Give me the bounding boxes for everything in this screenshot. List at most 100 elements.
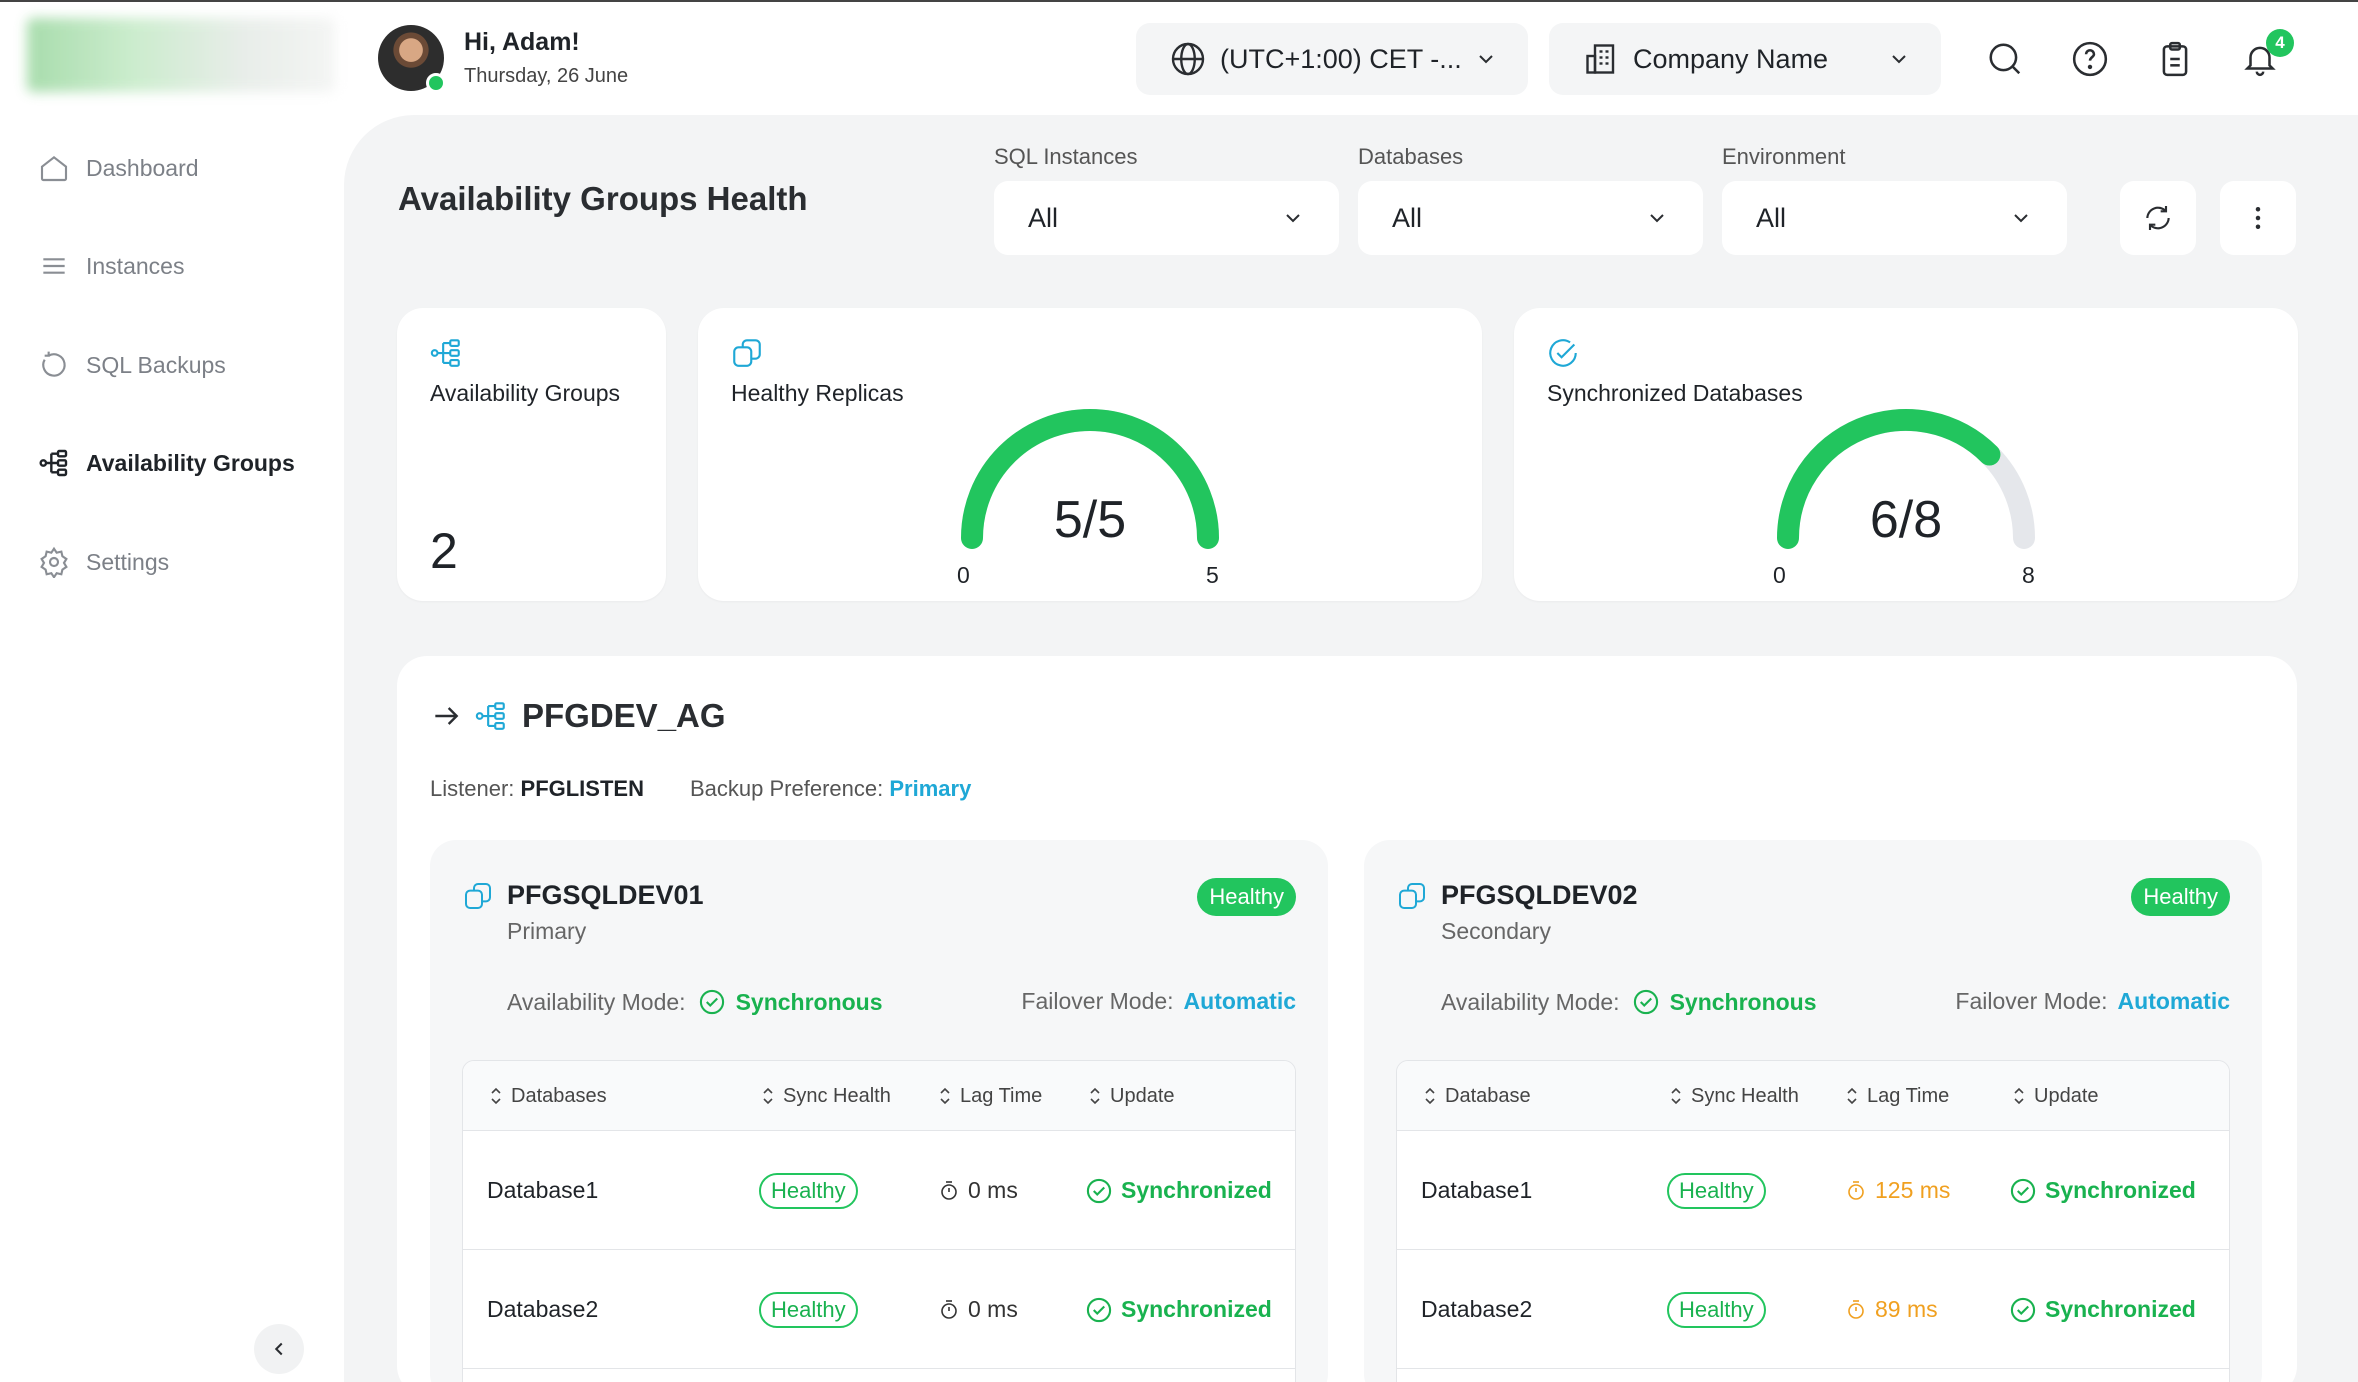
globe-icon — [1170, 41, 1206, 77]
timezone-value: (UTC+1:00) CET -... — [1220, 43, 1462, 74]
check-circle-icon — [1632, 988, 1660, 1016]
lag-time: 0 ms — [938, 1250, 1018, 1369]
column-header-database[interactable]: Database — [1423, 1061, 1531, 1131]
failover-mode-value: Automatic — [1183, 988, 1296, 1014]
column-header-sync-health[interactable]: Sync Health — [1669, 1061, 1799, 1131]
bell-icon[interactable] — [2241, 40, 2279, 78]
availability-mode-label: Availability Mode: — [507, 988, 686, 1015]
refresh-icon — [2142, 202, 2174, 234]
top-header: Hi, Adam! Thursday, 26 June (UTC+1:00) C… — [0, 2, 2358, 115]
table-row[interactable]: Database2 Healthy 89 ms Synchronized — [1397, 1250, 2229, 1369]
availability-mode-value: Synchronous — [735, 988, 883, 1015]
sidebar — [0, 115, 344, 1382]
page-title: Availability Groups Health — [398, 180, 808, 217]
database-name: Database2 — [1421, 1296, 1533, 1322]
hierarchy-icon — [38, 447, 72, 479]
update-status: Synchronized — [2009, 1250, 2196, 1369]
backup-preference-value: Primary — [889, 776, 972, 801]
gauge-max-label: 8 — [2022, 562, 2035, 588]
copy-icon — [462, 880, 494, 912]
replica-role: Primary — [507, 918, 587, 944]
sidebar-item-instances[interactable]: Instances — [38, 246, 184, 286]
table-row[interactable]: Database2 Healthy 0 ms Synchronized — [463, 1250, 1295, 1369]
sort-icon — [1423, 1087, 1437, 1105]
sidebar-item-settings[interactable]: Settings — [38, 542, 169, 582]
sidebar-item-label: Dashboard — [86, 154, 199, 181]
gauge-min-label: 0 — [957, 562, 970, 588]
chevron-down-icon — [1887, 47, 1911, 71]
company-select[interactable]: Company Name — [1549, 23, 1941, 95]
stopwatch-icon — [938, 1298, 960, 1322]
sync-health-badge: Healthy — [1667, 1172, 1766, 1209]
database-name: Database1 — [1421, 1177, 1533, 1203]
current-date: Thursday, 26 June — [464, 65, 629, 87]
sidebar-item-sql-backups[interactable]: SQL Backups — [38, 345, 226, 385]
company-logo[interactable] — [27, 18, 335, 92]
column-header-sync-health[interactable]: Sync Health — [761, 1061, 891, 1131]
kpi-title: Availability Groups — [430, 380, 621, 406]
chevron-down-icon — [1645, 206, 1669, 230]
sort-icon — [938, 1087, 952, 1105]
greeting-text: Hi, Adam! — [464, 28, 580, 56]
stopwatch-icon — [1845, 1179, 1867, 1203]
databases-table: Database Sync Health Lag Time Update Dat… — [1396, 1060, 2230, 1382]
replica-name: PFGSQLDEV02 — [1441, 880, 1638, 910]
update-status: Synchronized — [2009, 1131, 2196, 1250]
copy-icon — [730, 336, 764, 370]
availability-group-header[interactable]: PFGDEV_AG — [430, 697, 726, 735]
kpi-card-healthy-replicas — [698, 308, 1482, 601]
column-header-update[interactable]: Update — [2012, 1061, 2099, 1131]
sort-icon — [1669, 1087, 1683, 1105]
clipboard-icon[interactable] — [2156, 40, 2194, 78]
sort-icon — [761, 1087, 775, 1105]
search-icon[interactable] — [1986, 40, 2024, 78]
gauge-fill — [1777, 409, 2001, 549]
sidebar-item-label: Instances — [86, 252, 185, 279]
sql-instances-select[interactable]: All — [994, 181, 1339, 255]
more-options-button[interactable] — [2220, 181, 2296, 255]
arrow-right-icon[interactable] — [430, 700, 462, 732]
check-circle-icon — [1085, 1177, 1113, 1205]
check-circle-icon — [1085, 1296, 1113, 1324]
sync-health-badge: Healthy — [759, 1291, 858, 1328]
check-circle-icon — [698, 988, 726, 1016]
avatar[interactable] — [378, 25, 446, 93]
listener-label: Listener: — [430, 776, 515, 801]
check-circle-icon — [2009, 1296, 2037, 1324]
replica-card: PFGSQLDEV01 Primary Healthy Availability… — [430, 840, 1328, 1382]
gauge-value: 5/5 — [1053, 491, 1127, 549]
failover-mode: Failover Mode: Automatic — [1021, 988, 1296, 1015]
sidebar-item-dashboard[interactable]: Dashboard — [38, 148, 199, 188]
availability-mode-value: Synchronous — [1669, 988, 1817, 1015]
help-icon[interactable] — [2071, 40, 2109, 78]
column-header-lag-time[interactable]: Lag Time — [938, 1061, 1042, 1131]
environment-select[interactable]: All — [1722, 181, 2067, 255]
company-name: Company Name — [1633, 43, 1829, 74]
column-header-databases[interactable]: Databases — [489, 1061, 607, 1131]
sidebar-item-label: Availability Groups — [86, 449, 295, 476]
failover-mode-label: Failover Mode: — [1021, 988, 1174, 1014]
kpi-value: 2 — [430, 523, 458, 579]
timezone-select[interactable]: (UTC+1:00) CET -... — [1136, 23, 1528, 95]
lag-time: 0 ms — [938, 1131, 1018, 1250]
table-row[interactable]: Database1 Healthy 0 ms Synchronized — [463, 1131, 1295, 1250]
databases-label: Databases — [1358, 144, 1464, 169]
hierarchy-icon — [429, 336, 463, 370]
table-header: Databases Sync Health Lag Time Update — [463, 1061, 1295, 1131]
failover-mode: Failover Mode: Automatic — [1955, 988, 2230, 1015]
kpi-title: Synchronized Databases — [1547, 380, 1803, 406]
user-profile[interactable]: Hi, Adam! Thursday, 26 June — [378, 24, 629, 93]
synchronized-databases-gauge — [1777, 409, 2035, 549]
hierarchy-icon — [474, 699, 508, 733]
replica-name: PFGSQLDEV01 — [507, 880, 704, 910]
table-row[interactable]: Database1 Healthy 125 ms Synchronized — [1397, 1131, 2229, 1250]
refresh-button[interactable] — [2120, 181, 2196, 255]
databases-select[interactable]: All — [1358, 181, 1703, 255]
column-header-update[interactable]: Update — [1088, 1061, 1175, 1131]
sidebar-item-label: SQL Backups — [86, 351, 226, 378]
sidebar-item-availability-groups[interactable]: Availability Groups — [38, 443, 295, 483]
column-header-lag-time[interactable]: Lag Time — [1845, 1061, 1949, 1131]
chevron-down-icon — [1281, 206, 1305, 230]
home-icon — [38, 152, 72, 184]
collapse-sidebar-button[interactable] — [254, 1324, 304, 1374]
